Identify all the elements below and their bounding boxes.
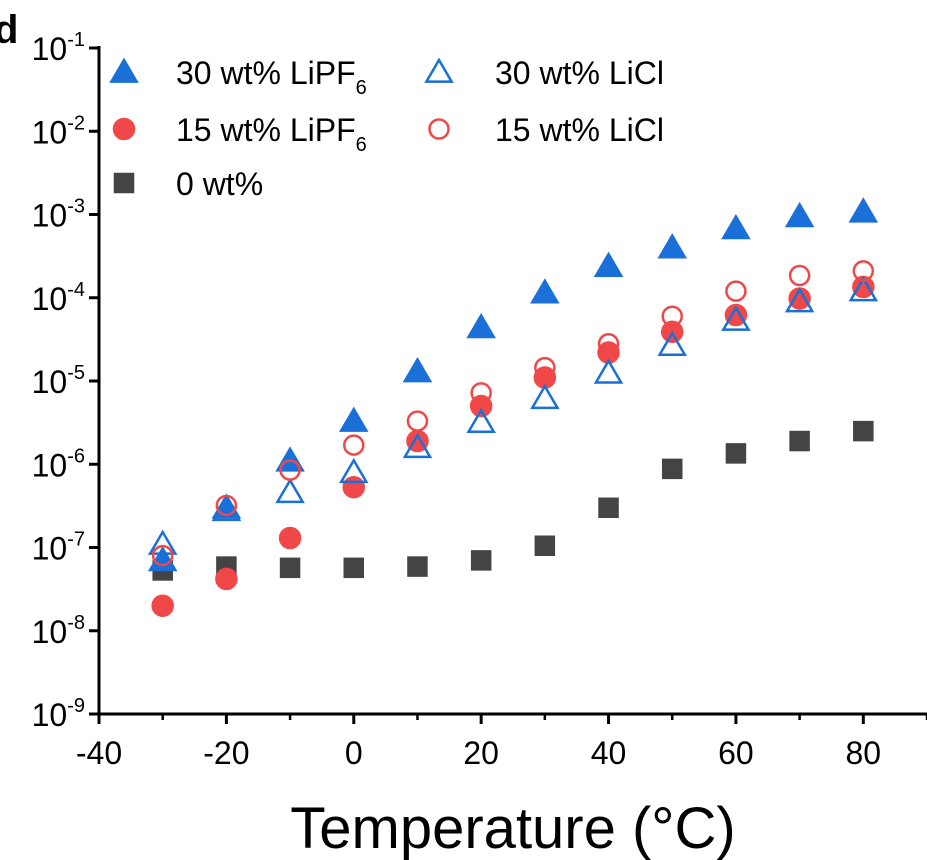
data-point xyxy=(784,201,815,228)
data-point xyxy=(151,594,174,617)
x-tick-label: 40 xyxy=(591,735,627,771)
data-point xyxy=(151,544,174,567)
data-point xyxy=(534,356,556,379)
data-point xyxy=(593,358,624,384)
data-point xyxy=(725,280,747,302)
data-point xyxy=(534,535,556,556)
data-point xyxy=(279,459,301,481)
data-point xyxy=(657,233,688,259)
y-tick-label: 10-5 xyxy=(32,362,85,400)
x-tick-label: -40 xyxy=(76,735,122,771)
legend-marker xyxy=(428,118,450,140)
data-point xyxy=(848,197,879,223)
x-axis-title: Temperature (°C) xyxy=(290,796,735,860)
data-point xyxy=(470,382,492,404)
data-point xyxy=(147,545,178,572)
y-tick-label: 10-4 xyxy=(32,279,85,317)
legend-label: 15 wt% LiCl xyxy=(495,112,664,148)
data-point xyxy=(721,213,751,240)
legend-marker xyxy=(112,117,136,141)
data-point xyxy=(215,567,238,591)
data-point xyxy=(597,333,620,355)
y-tick-label: 10-8 xyxy=(32,612,85,650)
legend-marker xyxy=(424,57,454,83)
y-tick-label: 10-1 xyxy=(32,29,85,67)
data-point xyxy=(402,432,433,459)
data-point xyxy=(407,556,428,577)
data-point xyxy=(343,434,365,456)
y-tick-label: 10-2 xyxy=(32,112,85,150)
data-point xyxy=(657,330,688,356)
y-tick-label: 10-6 xyxy=(32,445,85,483)
data-point xyxy=(342,475,366,499)
legend-label: 0 wt% xyxy=(176,166,263,202)
data-point xyxy=(661,305,683,327)
data-point xyxy=(338,406,369,432)
data-point xyxy=(215,494,238,517)
y-tick-label: 10-9 xyxy=(32,695,85,733)
data-point xyxy=(848,276,879,302)
data-point xyxy=(598,497,619,519)
x-tick-label: -20 xyxy=(203,735,249,771)
data-point xyxy=(853,420,874,442)
x-tick-label: 0 xyxy=(345,735,363,771)
data-point xyxy=(721,305,751,331)
data-point xyxy=(211,495,242,522)
x-tick-label: 60 xyxy=(718,735,754,771)
legend-marker xyxy=(109,57,139,83)
data-point xyxy=(338,457,369,484)
panel-label: d xyxy=(0,8,19,52)
y-tick-label: 10-3 xyxy=(32,196,85,234)
data-point xyxy=(784,287,815,313)
data-point xyxy=(725,443,747,464)
data-point xyxy=(470,550,492,571)
legend-marker xyxy=(113,172,135,194)
data-point xyxy=(530,278,560,304)
legend-label: 30 wt% LiPF6 xyxy=(176,55,367,99)
data-point xyxy=(661,458,683,480)
data-point xyxy=(530,383,560,410)
data-point xyxy=(278,526,302,550)
x-tick-label: 20 xyxy=(463,735,499,771)
x-tick-label: 80 xyxy=(846,735,882,771)
data-point xyxy=(788,264,811,287)
data-point xyxy=(466,312,496,339)
data-point xyxy=(402,357,433,383)
data-point xyxy=(789,430,810,452)
data-point xyxy=(275,477,305,504)
data-point xyxy=(852,260,875,282)
data-point xyxy=(279,557,301,579)
data-point xyxy=(406,410,429,432)
legend-label: 30 wt% LiCl xyxy=(495,55,664,91)
y-tick-label: 10-7 xyxy=(32,529,85,567)
data-point xyxy=(147,529,178,555)
data-point xyxy=(466,407,496,434)
legend-label: 15 wt% LiPF6 xyxy=(176,112,367,156)
data-point xyxy=(593,251,624,277)
data-point xyxy=(343,557,365,579)
data-point xyxy=(724,303,748,327)
